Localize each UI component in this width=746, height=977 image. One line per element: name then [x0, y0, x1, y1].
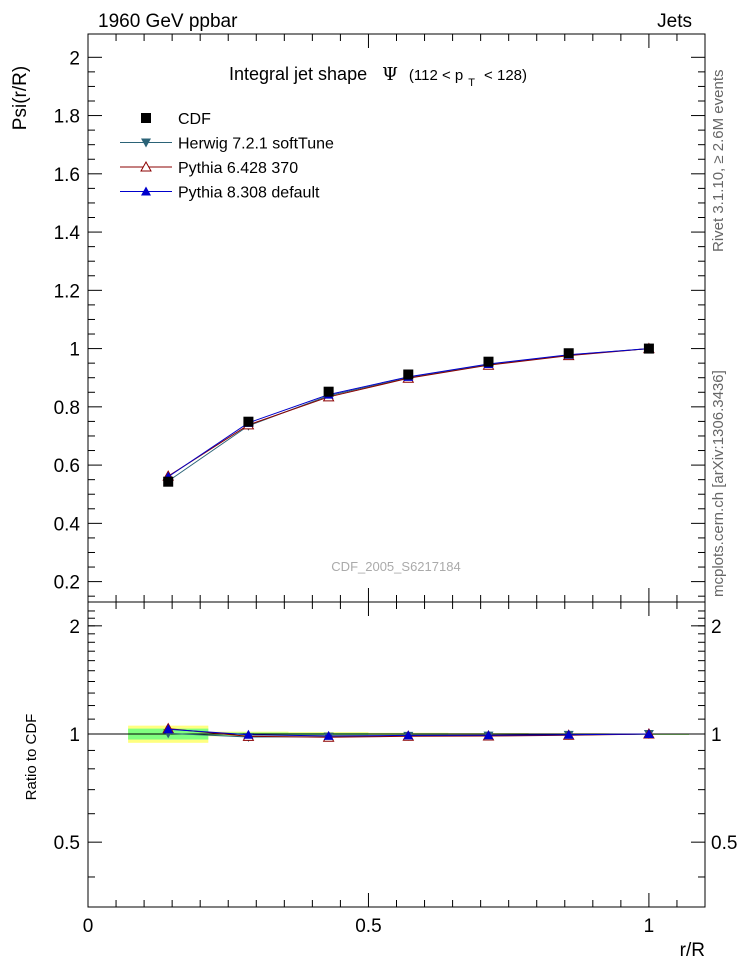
ratio-y-tick-label-right: 1	[711, 725, 722, 746]
y-tick-label: 0.8	[54, 398, 80, 419]
data-point-cdf	[563, 348, 574, 359]
series-line	[167, 348, 649, 482]
y-axis-label: Psi(r/R)	[10, 66, 31, 130]
data-point-pythia8	[141, 186, 151, 196]
ratio-y-axis-label: Ratio to CDF	[23, 714, 40, 801]
x-tick-labels: 0 0.5 1	[83, 916, 654, 937]
mcplots-label: mcplots.cern.ch [arXiv:1306.3436]	[710, 370, 727, 597]
y-tick-label: 1.6	[54, 165, 80, 186]
data-point-pythia8	[563, 729, 574, 739]
data-point-cdf	[141, 113, 151, 123]
y-tick-label: 1	[69, 340, 80, 361]
data-point-herwig	[141, 138, 151, 148]
watermark: CDF_2005_S6217184	[331, 559, 460, 574]
ratio-y-tick-label-right: 0.5	[711, 833, 737, 854]
plot-title-range-sub: T	[468, 77, 475, 89]
data-point-cdf	[243, 416, 254, 427]
header-right: Jets	[657, 11, 692, 32]
y-tick-label: 0.2	[54, 573, 80, 594]
ratio-ticks: 0.5 0.5 1 1 2 2	[54, 602, 737, 907]
legend: CDF Herwig 7.2.1 softTune Pythia 6.428 370…	[120, 111, 334, 202]
series-line	[167, 348, 649, 478]
plot-title-range-close: < 128)	[484, 67, 527, 84]
plot-title-main: Integral jet shape	[229, 64, 367, 84]
x-tick-label: 0	[83, 916, 94, 937]
x-axis-label: r/R	[680, 940, 705, 961]
main-ticks: 0.2 0.4 0.6 0.8 1 1.2 1.4 1.6 1.8 2	[54, 34, 706, 602]
data-point-cdf	[403, 369, 414, 380]
data-point-pythia8	[243, 729, 254, 739]
series-line	[167, 348, 649, 477]
legend-label: Pythia 6.428 370	[178, 160, 298, 177]
ratio-y-tick-label: 2	[69, 617, 80, 638]
y-tick-label: 1.4	[54, 223, 81, 244]
data-point-pythia8	[403, 730, 414, 740]
y-tick-label: 0.6	[54, 456, 80, 477]
legend-label: CDF	[178, 111, 211, 128]
data-point-cdf	[323, 386, 334, 397]
y-tick-label: 0.4	[54, 514, 81, 535]
plot-title-range: (112 < p	[409, 67, 463, 84]
ratio-panel-frame	[87, 601, 706, 908]
x-tick-label: 0.5	[355, 916, 381, 937]
ratio-y-tick-label: 0.5	[54, 833, 80, 854]
header-left: 1960 GeV ppbar	[98, 11, 238, 32]
data-point-cdf	[643, 343, 654, 354]
ratio-y-tick-label-right: 2	[711, 617, 722, 638]
x-tick-label: 1	[644, 916, 655, 937]
data-point-pythia8	[163, 724, 174, 734]
data-point-pythia6	[140, 160, 152, 172]
data-point-cdf	[483, 356, 494, 367]
plot-title: Integral jet shape Ψ (112 < p T < 128)	[229, 64, 527, 90]
main-data-layer	[162, 342, 655, 487]
legend-label: Pythia 8.308 default	[178, 185, 320, 202]
data-point-cdf	[163, 476, 174, 487]
y-tick-label: 2	[69, 48, 80, 69]
y-tick-label: 1.8	[54, 107, 80, 128]
rivet-label: Rivet 3.1.10, ≥ 2.6M events	[710, 70, 727, 253]
data-point-pythia8	[483, 730, 494, 740]
data-point-pythia8	[323, 730, 334, 740]
ratio-data-layer	[162, 722, 655, 742]
legend-label: Herwig 7.2.1 softTune	[178, 136, 334, 153]
y-tick-label: 1.2	[54, 281, 80, 302]
plot-title-psi: Ψ	[382, 64, 398, 85]
data-point-pythia8	[643, 728, 654, 738]
ratio-y-tick-label: 1	[69, 725, 80, 746]
